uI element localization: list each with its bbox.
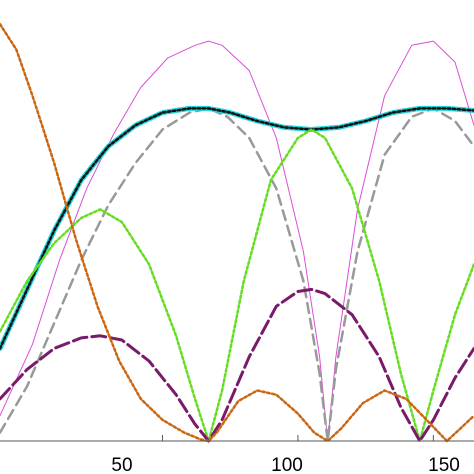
series-line-5 bbox=[0, 128, 474, 443]
series-line-6 bbox=[0, 287, 474, 443]
series-line-2 bbox=[0, 107, 474, 443]
series-line-1 bbox=[0, 40, 474, 442]
series-layer bbox=[0, 22, 474, 443]
x-ticks bbox=[162, 435, 434, 441]
series-line-4 bbox=[0, 107, 474, 350]
x-tick-label: 100 bbox=[271, 455, 303, 474]
series-line-7 bbox=[0, 22, 474, 443]
x-tick-label: 150 bbox=[428, 455, 460, 474]
x-tick-label: 50 bbox=[111, 455, 132, 474]
